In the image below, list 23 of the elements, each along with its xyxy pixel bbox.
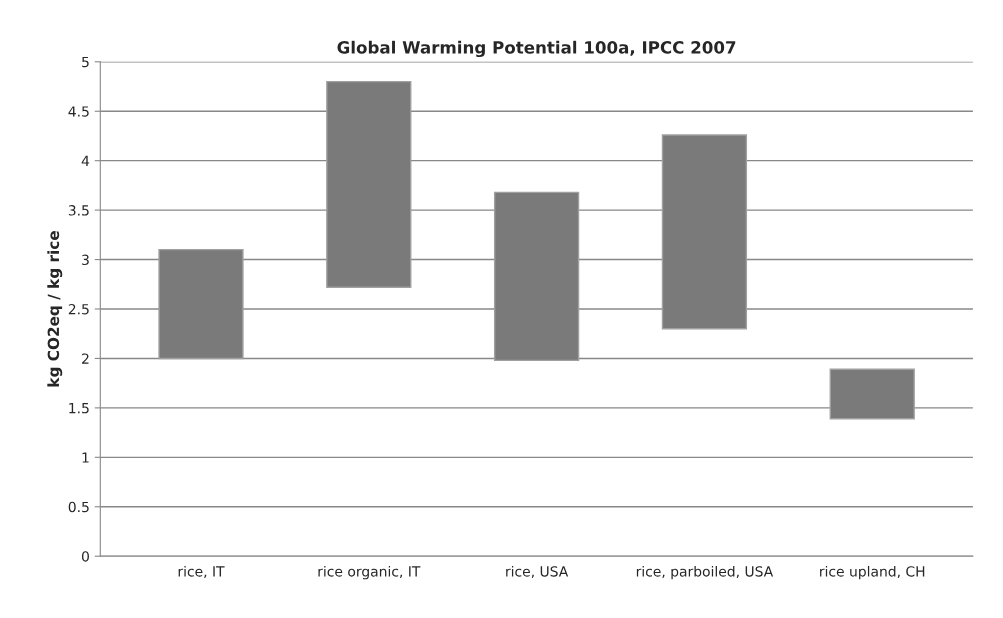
y-tick-label: 3.5 — [68, 205, 89, 216]
x-tick-label: rice, parboiled, USA — [636, 565, 774, 580]
y-tick-label: 1 — [82, 452, 89, 463]
y-tick-label: 5 — [82, 56, 89, 68]
bar — [493, 191, 580, 362]
bar — [661, 134, 748, 330]
y-tick-label: 2 — [82, 353, 89, 364]
x-tick-label: rice, USA — [506, 565, 569, 579]
bar — [158, 248, 244, 360]
x-tick-label: rice, IT — [178, 565, 225, 579]
bar — [829, 368, 915, 420]
y-tick-label: 0.5 — [68, 501, 89, 513]
chart-title: Global Warming Potential 100a, IPCC 2007 — [337, 40, 736, 58]
y-tick-label: 0 — [81, 551, 89, 562]
y-tick-label: 4 — [81, 155, 90, 166]
y-tick-label: 3 — [82, 254, 89, 266]
x-tick-label: rice upland, CH — [820, 565, 925, 580]
y-tick-label: 2.5 — [68, 303, 89, 315]
x-tick-label: rice organic, IT — [318, 565, 421, 580]
bar — [326, 80, 412, 288]
y-tick-label: 1.5 — [69, 403, 89, 414]
y-tick-label: 4.5 — [68, 106, 89, 117]
y-axis-title: kg CO2eq / kg rice — [47, 231, 63, 387]
